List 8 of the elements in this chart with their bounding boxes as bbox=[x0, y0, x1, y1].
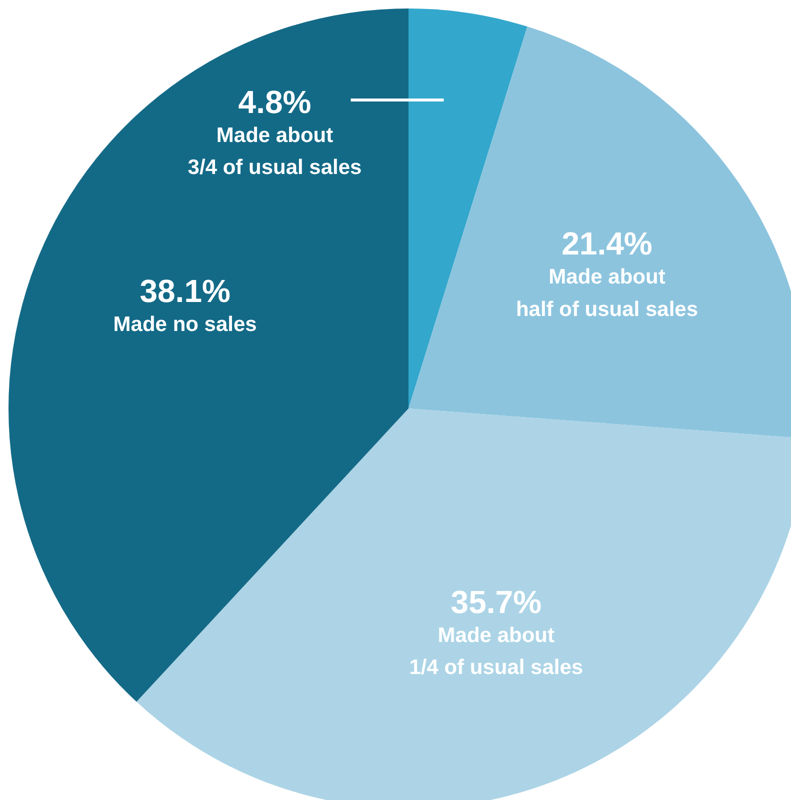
data-label: 21.4% bbox=[562, 226, 652, 262]
slice-label: Made no sales bbox=[113, 312, 257, 336]
data-label: 35.7% bbox=[450, 584, 542, 620]
slice-label: Made about 1/4 of usual sales bbox=[409, 624, 584, 680]
data-label: 38.1% bbox=[140, 272, 230, 309]
slice-label: Made about half of usual sales bbox=[516, 266, 698, 321]
data-label: 4.8% bbox=[238, 84, 312, 120]
slice-label: Made about 3/4 of usual sales bbox=[188, 124, 362, 180]
